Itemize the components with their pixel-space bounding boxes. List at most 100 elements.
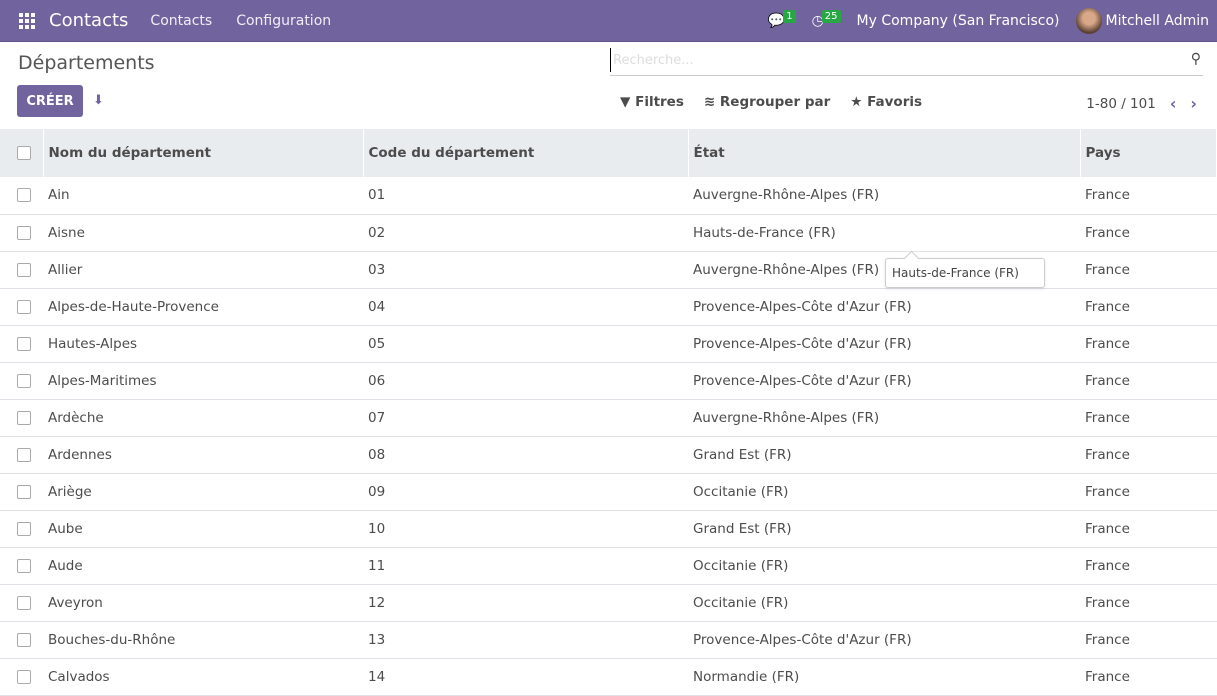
col-name[interactable]: Nom du département: [43, 129, 364, 177]
row-checkbox[interactable]: [0, 658, 43, 696]
row-checkbox[interactable]: [0, 510, 43, 548]
cell-name: Alpes-de-Haute-Provence: [43, 288, 363, 326]
activities-button[interactable]: ◷25: [811, 9, 841, 29]
cell-code: 10: [363, 510, 688, 548]
row-checkbox[interactable]: [0, 325, 43, 363]
pager: 1-80 / 101 ‹ ›: [1086, 94, 1197, 113]
cell-code: 07: [363, 399, 688, 437]
messages-button[interactable]: 💬1: [767, 9, 796, 29]
cell-name: Ain: [43, 177, 363, 215]
row-checkbox[interactable]: [0, 251, 43, 289]
tooltip: Hauts-de-France (FR): [885, 258, 1045, 288]
row-checkbox[interactable]: [0, 214, 43, 252]
cell-code: 06: [363, 362, 688, 400]
star-icon: ★: [850, 94, 863, 110]
create-button[interactable]: CRÉER: [17, 85, 83, 117]
layers-icon: ≋: [703, 94, 716, 110]
filters-button[interactable]: ▼ Filtres: [620, 94, 684, 110]
clock-icon: ◷: [811, 12, 824, 29]
cell-name: Aveyron: [43, 584, 363, 622]
group-by-button[interactable]: ≋ Regrouper par: [704, 94, 830, 110]
cell-country: France: [1080, 399, 1217, 437]
table-row[interactable]: Aude 11 Occitanie (FR) France: [0, 547, 1217, 585]
app-name[interactable]: Contacts: [49, 10, 129, 31]
apps-menu-icon[interactable]: [19, 12, 35, 29]
cell-code: 08: [363, 436, 688, 474]
row-checkbox[interactable]: [0, 436, 43, 474]
table-row[interactable]: Calvados 14 Normandie (FR) France: [0, 658, 1217, 696]
table-row[interactable]: Alpes-Maritimes 06 Provence-Alpes-Côte d'A…: [0, 362, 1217, 400]
menu-contacts[interactable]: Contacts: [150, 12, 213, 29]
cell-name: Aude: [43, 547, 363, 585]
cell-state: Occitanie (FR): [688, 473, 1080, 511]
table-row[interactable]: Aveyron 12 Occitanie (FR) France: [0, 584, 1217, 622]
cell-state: Provence-Alpes-Côte d'Azur (FR): [688, 621, 1080, 659]
cell-state: Provence-Alpes-Côte d'Azur (FR): [688, 325, 1080, 363]
chevron-left-icon[interactable]: ‹: [1169, 94, 1177, 113]
table-row[interactable]: Ardennes 08 Grand Est (FR) France: [0, 436, 1217, 474]
table-row[interactable]: Bouches-du-Rhône 13 Provence-Alpes-Côte d'…: [0, 621, 1217, 659]
cell-state: Provence-Alpes-Côte d'Azur (FR): [688, 362, 1080, 400]
search-input[interactable]: [610, 48, 1170, 72]
select-all-checkbox[interactable]: [0, 129, 44, 177]
cell-name: Ardèche: [43, 399, 363, 437]
cell-country: France: [1080, 584, 1217, 622]
pager-value[interactable]: 1-80 / 101: [1086, 95, 1156, 112]
table-row[interactable]: Aisne 02 Hauts-de-France (FR) France: [0, 214, 1217, 252]
row-checkbox[interactable]: [0, 621, 43, 659]
control-panel: Départements CRÉER ⬇ ⚲ ▼ Filtres ≋ Regro…: [0, 42, 1217, 128]
cell-state: Auvergne-Rhône-Alpes (FR): [688, 399, 1080, 437]
messages-badge: 1: [783, 9, 796, 23]
row-checkbox[interactable]: [0, 288, 43, 326]
cell-state: Auvergne-Rhône-Alpes (FR): [688, 177, 1080, 215]
favorites-button[interactable]: ★ Favoris: [850, 94, 922, 110]
cell-state: Normandie (FR): [688, 658, 1080, 696]
table-row[interactable]: Aube 10 Grand Est (FR) France: [0, 510, 1217, 548]
user-name: Mitchell Admin: [1105, 12, 1210, 29]
cell-country: France: [1080, 177, 1217, 215]
download-icon[interactable]: ⬇: [93, 93, 104, 108]
cell-name: Ardennes: [43, 436, 363, 474]
search-bar: ⚲: [610, 45, 1203, 76]
search-icon[interactable]: ⚲: [1190, 51, 1201, 67]
cell-code: 05: [363, 325, 688, 363]
cell-country: France: [1080, 325, 1217, 363]
cell-state: Grand Est (FR): [688, 436, 1080, 474]
cell-code: 12: [363, 584, 688, 622]
table-row[interactable]: Hautes-Alpes 05 Provence-Alpes-Côte d'Azur…: [0, 325, 1217, 363]
cell-country: France: [1080, 251, 1217, 289]
table-row[interactable]: Alpes-de-Haute-Provence 04 Provence-Alpes-…: [0, 288, 1217, 326]
row-checkbox[interactable]: [0, 547, 43, 585]
table-row[interactable]: Ariège 09 Occitanie (FR) France: [0, 473, 1217, 511]
favorites-label: Favoris: [867, 94, 923, 110]
cell-code: 09: [363, 473, 688, 511]
top-navbar: Contacts Contacts Configuration 💬1 ◷25 M…: [0, 0, 1217, 42]
col-state[interactable]: État: [688, 129, 1081, 177]
cell-name: Alpes-Maritimes: [43, 362, 363, 400]
row-checkbox[interactable]: [0, 584, 43, 622]
row-checkbox[interactable]: [0, 473, 43, 511]
filters-label: Filtres: [635, 94, 684, 110]
company-switcher[interactable]: My Company (San Francisco): [856, 12, 1060, 29]
col-code[interactable]: Code du département: [363, 129, 689, 177]
col-country[interactable]: Pays: [1080, 129, 1217, 177]
cell-country: France: [1080, 510, 1217, 548]
departments-table: Nom du département Code du département É…: [0, 129, 1217, 696]
cell-code: 02: [363, 214, 688, 252]
cell-name: Aisne: [43, 214, 363, 252]
cell-country: France: [1080, 473, 1217, 511]
page-title: Départements: [18, 52, 155, 74]
row-checkbox[interactable]: [0, 177, 43, 215]
chat-icon: 💬: [767, 12, 786, 29]
cell-country: France: [1080, 436, 1217, 474]
group-by-label: Regrouper par: [719, 94, 831, 110]
cell-state: Occitanie (FR): [688, 584, 1080, 622]
user-menu[interactable]: Mitchell Admin: [1075, 7, 1210, 34]
menu-configuration[interactable]: Configuration: [236, 12, 332, 29]
chevron-right-icon[interactable]: ›: [1190, 94, 1197, 113]
table-row[interactable]: Ain 01 Auvergne-Rhône-Alpes (FR) France: [0, 177, 1217, 215]
row-checkbox[interactable]: [0, 399, 43, 437]
row-checkbox[interactable]: [0, 362, 43, 400]
table-row[interactable]: Ardèche 07 Auvergne-Rhône-Alpes (FR) France: [0, 399, 1217, 437]
cell-country: France: [1080, 362, 1217, 400]
